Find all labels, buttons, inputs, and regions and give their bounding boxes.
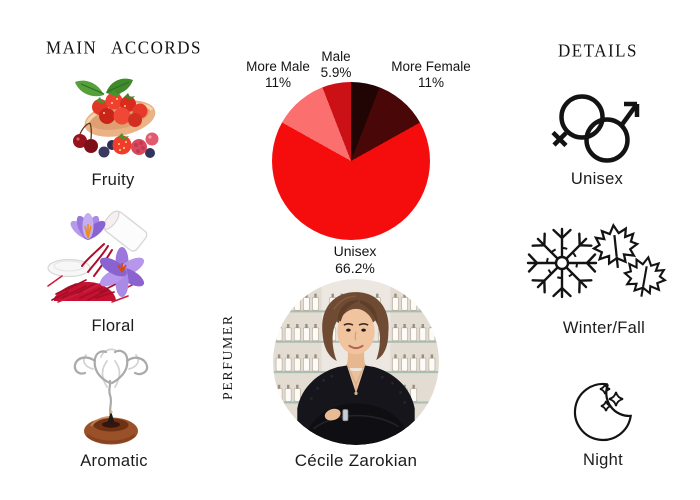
gender-unisex-icon xyxy=(545,86,645,170)
detail-label-winter-fall: Winter/Fall xyxy=(562,319,646,337)
detail-label-unisex: Unisex xyxy=(570,170,624,188)
pie-label-more-female: More Female 11% xyxy=(391,59,471,90)
pie-label-unisex: Unisex 66.2% xyxy=(333,243,377,276)
detail-label-night: Night xyxy=(582,451,624,469)
snowflake-maple-leaves-icon xyxy=(520,222,680,307)
accord-label-floral: Floral xyxy=(91,317,135,335)
pie-label-more-male: More Male 11% xyxy=(246,59,310,90)
berries-image xyxy=(60,73,170,167)
main-accords-header: MAIN ACCORDS xyxy=(46,37,202,58)
accord-label-fruity: Fruity xyxy=(91,171,135,189)
incense-smoke-image xyxy=(63,345,159,449)
accord-label-aromatic: Aromatic xyxy=(80,452,148,470)
gender-pie-chart xyxy=(272,82,430,240)
saffron-flowers-image xyxy=(42,206,160,314)
details-header: DETAILS xyxy=(558,40,638,61)
perfumer-portrait-photo xyxy=(273,279,439,445)
perfumer-heading: PERFUMER xyxy=(220,314,235,400)
pie-label-male: Male 5.9% xyxy=(320,49,352,80)
perfumer-name: Cécile Zarokian xyxy=(294,451,418,470)
crescent-moon-stars-icon xyxy=(556,374,650,448)
